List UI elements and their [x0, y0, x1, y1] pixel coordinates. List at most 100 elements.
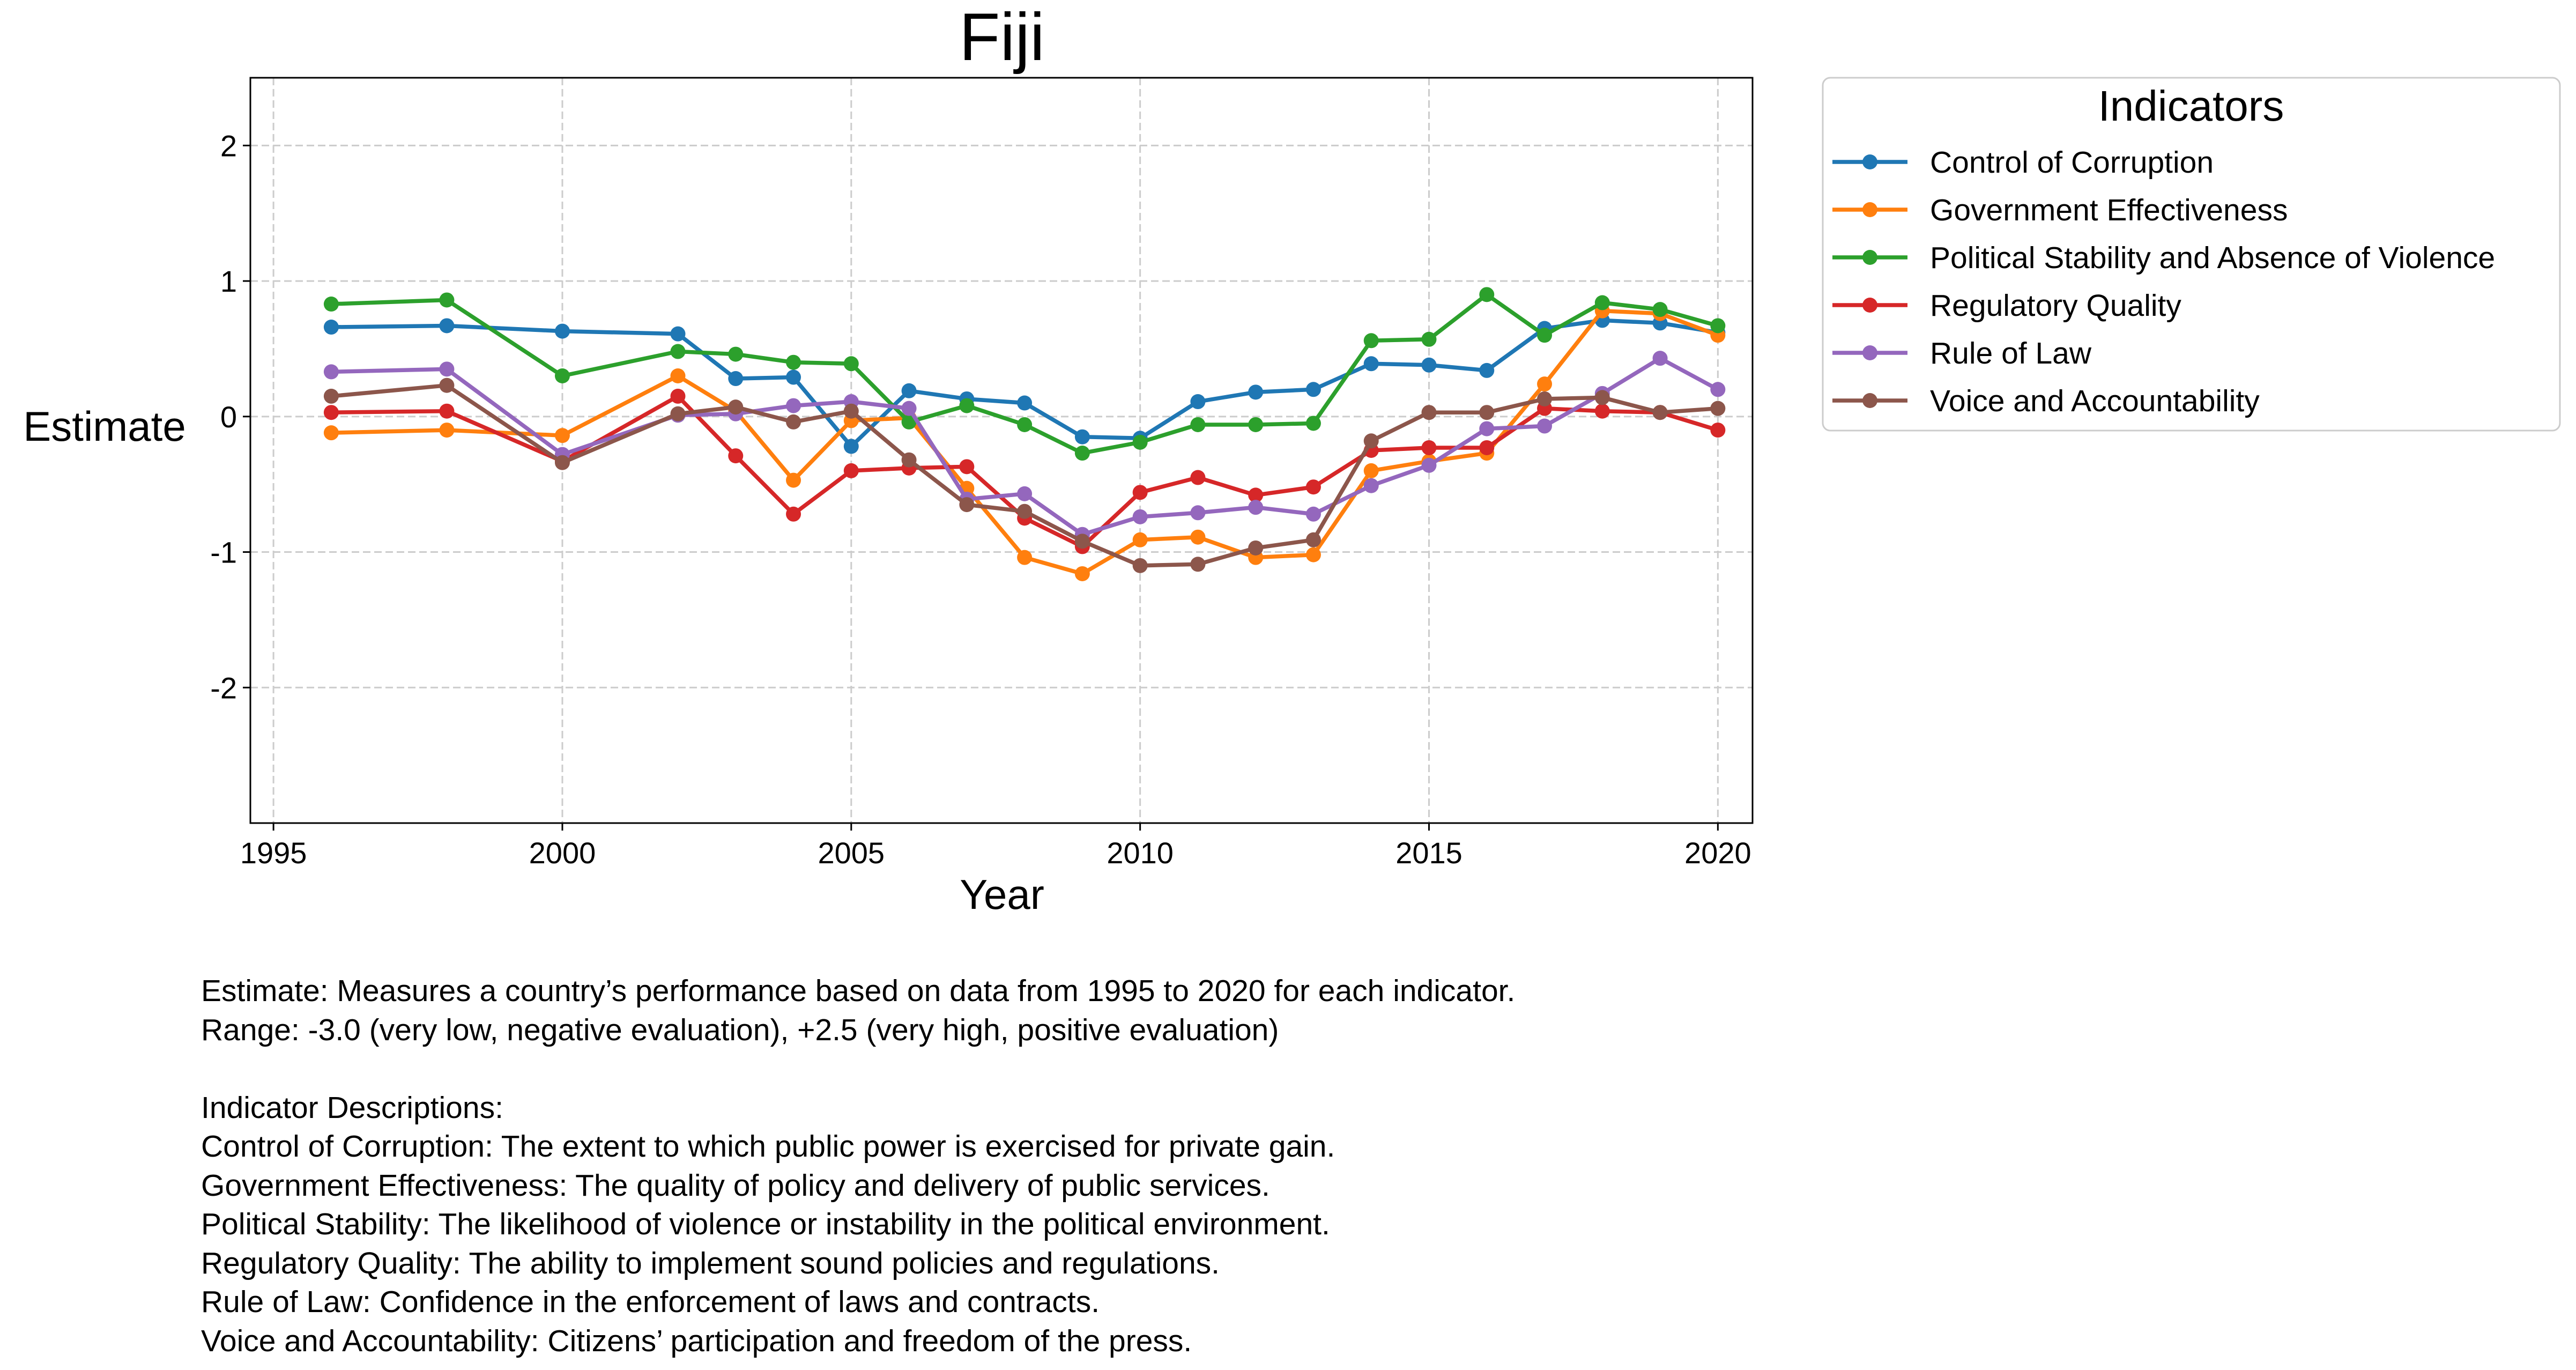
y-tick-label: 0 — [220, 400, 237, 434]
data-point — [1190, 529, 1206, 545]
x-axis-ticks: 1995 2000 2005 2010 2015 2020 — [240, 823, 1751, 870]
note-line: Government Effectiveness: The quality of… — [201, 1168, 1270, 1203]
chart-title: Fiji — [959, 0, 1045, 75]
data-point — [1248, 384, 1264, 400]
data-point — [670, 326, 686, 342]
data-point — [1017, 486, 1033, 501]
data-point — [786, 472, 801, 488]
data-point — [786, 369, 801, 385]
data-point — [439, 292, 455, 308]
data-point — [901, 383, 917, 398]
data-point — [323, 320, 339, 335]
data-point — [728, 371, 744, 387]
data-point — [1363, 433, 1379, 449]
series-voice-and-accountability — [323, 377, 1726, 573]
data-point — [959, 459, 975, 475]
data-point — [1479, 287, 1495, 302]
x-tick-label: 2010 — [1107, 836, 1174, 870]
data-point — [1017, 503, 1033, 519]
data-point — [1190, 417, 1206, 432]
data-point — [439, 423, 455, 438]
legend-entries: Control of Corruption Government Effectiv… — [1832, 145, 2495, 418]
legend-entry: Regulatory Quality — [1832, 288, 2181, 323]
data-point — [1421, 440, 1437, 455]
data-point — [1537, 328, 1553, 343]
data-point — [1305, 532, 1321, 547]
data-point — [1132, 532, 1148, 547]
note-line: Voice and Accountability: Citizens’ part… — [201, 1323, 1192, 1358]
data-point — [1537, 391, 1553, 406]
data-point — [1479, 405, 1495, 420]
data-point — [1421, 457, 1437, 473]
y-tick-label: -1 — [210, 536, 237, 569]
x-tick-label: 2015 — [1395, 836, 1463, 870]
data-point — [901, 401, 917, 416]
data-point — [1594, 295, 1610, 310]
data-point — [1074, 566, 1090, 581]
data-point — [554, 428, 570, 443]
data-point — [1652, 302, 1668, 317]
legend-entry: Political Stability and Absence of Viole… — [1832, 241, 2495, 275]
data-point — [1132, 485, 1148, 500]
data-point — [901, 414, 917, 429]
grid-lines — [250, 78, 1753, 823]
data-point — [1305, 547, 1321, 562]
data-point — [1190, 394, 1206, 410]
series-line — [329, 292, 1720, 455]
data-point — [786, 414, 801, 429]
legend-frame — [1822, 77, 2561, 432]
x-tick-label: 1995 — [240, 836, 307, 870]
data-point — [728, 448, 744, 464]
data-point — [1017, 550, 1033, 565]
data-point — [1479, 440, 1495, 455]
note-line: Regulatory Quality: The ability to imple… — [201, 1246, 1220, 1280]
series-regulatory-quality — [323, 388, 1726, 554]
x-tick-label: 2000 — [529, 836, 596, 870]
data-point — [1421, 331, 1437, 347]
data-point — [959, 497, 975, 513]
legend-label: Regulatory Quality — [1930, 288, 2181, 323]
series-lines — [323, 287, 1726, 581]
data-point — [1710, 318, 1726, 334]
data-point — [1363, 356, 1379, 372]
data-point — [1710, 382, 1726, 397]
data-point — [843, 356, 859, 372]
data-point — [1710, 401, 1726, 416]
data-point — [439, 377, 455, 393]
legend-label: Voice and Accountability — [1930, 384, 2260, 418]
data-point — [1537, 376, 1553, 392]
data-point — [1305, 506, 1321, 522]
data-point — [554, 368, 570, 383]
note-line: Indicator Descriptions: — [201, 1090, 503, 1125]
data-point — [786, 354, 801, 370]
data-point — [670, 344, 686, 359]
data-point — [1652, 351, 1668, 366]
notes-spacer — [201, 1049, 2506, 1088]
y-axis-ticks: -2 -1 0 1 2 — [210, 129, 250, 705]
data-point — [786, 506, 801, 522]
note-line: Estimate: Measures a country’s performan… — [201, 974, 1516, 1008]
series-political-stability-and-absence-of-violence — [323, 287, 1726, 461]
data-point — [728, 346, 744, 362]
data-point — [439, 403, 455, 419]
data-point — [1074, 429, 1090, 445]
data-point — [1132, 434, 1148, 450]
plot-frame — [249, 77, 1754, 824]
data-point — [1132, 509, 1148, 524]
legend-marker — [1862, 250, 1877, 265]
data-point — [1190, 470, 1206, 485]
chart-notes: Estimate: Measures a country’s performan… — [201, 972, 2506, 1360]
data-point — [901, 452, 917, 468]
series-line — [329, 318, 1720, 449]
data-point — [323, 405, 339, 420]
data-point — [1421, 405, 1437, 420]
data-point — [1305, 479, 1321, 495]
legend-label: Control of Corruption — [1930, 145, 2214, 180]
data-point — [1305, 416, 1321, 431]
data-point — [1074, 446, 1090, 461]
note-line: Control of Corruption: The extent to whi… — [201, 1129, 1335, 1164]
legend: Indicators Control of Corruption Governme… — [1822, 77, 2561, 432]
legend-label: Government Effectiveness — [1930, 193, 2288, 227]
data-point — [1479, 362, 1495, 378]
